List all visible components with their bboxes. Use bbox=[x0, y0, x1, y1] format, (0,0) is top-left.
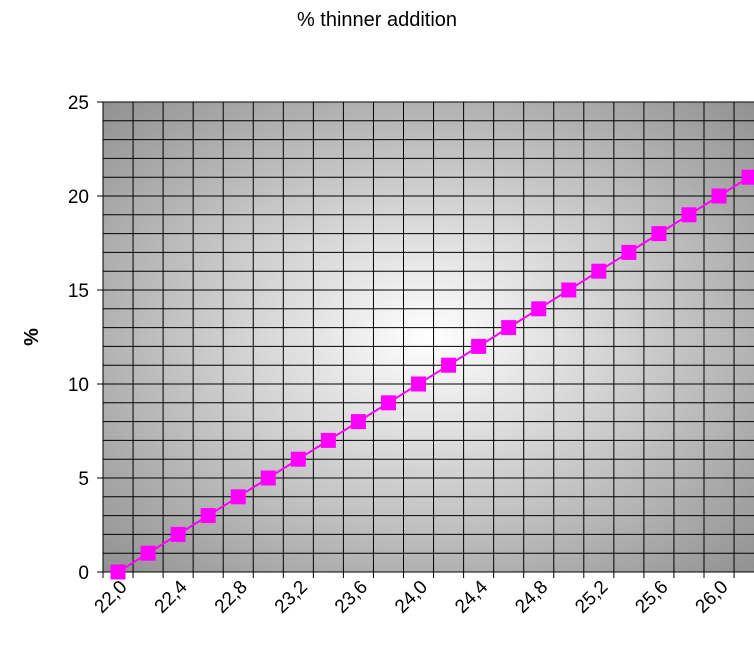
data-point bbox=[170, 526, 186, 542]
axes bbox=[97, 101, 754, 578]
x-tick-label: 25,6 bbox=[631, 577, 672, 618]
x-tick-label: 23,6 bbox=[331, 577, 372, 618]
data-point bbox=[621, 244, 637, 260]
data-point bbox=[350, 414, 366, 430]
x-tick-labels: 22,0 22,4 22,8 23,2 23,6 24,0 24,4 24,8 25,2 25,6… bbox=[91, 576, 733, 617]
x-tick-label: 23,2 bbox=[271, 577, 312, 618]
chart-title: % thinner addition bbox=[297, 9, 457, 31]
data-point bbox=[140, 545, 156, 561]
x-tick-label: 24,4 bbox=[451, 576, 492, 617]
y-tick-label: 25 bbox=[68, 93, 89, 114]
series-markers bbox=[110, 169, 754, 580]
data-point bbox=[531, 301, 547, 317]
x-tick-label: 24,8 bbox=[511, 577, 552, 618]
data-point bbox=[651, 226, 667, 242]
x-tick-label: 22,8 bbox=[211, 577, 252, 618]
data-point bbox=[711, 188, 727, 204]
data-point bbox=[471, 338, 487, 354]
y-tick-label: 10 bbox=[68, 375, 89, 396]
x-tick-label: 22,4 bbox=[151, 576, 192, 617]
data-point bbox=[380, 395, 396, 411]
y-axis-label: % bbox=[21, 328, 43, 346]
x-tick-label: 24,0 bbox=[391, 577, 432, 618]
data-point bbox=[681, 207, 697, 223]
data-point bbox=[561, 282, 577, 298]
data-point bbox=[200, 508, 216, 524]
data-point bbox=[441, 357, 457, 373]
x-tick-label: 25,2 bbox=[571, 577, 612, 618]
plot-area bbox=[103, 102, 754, 572]
x-tick-label: 22,0 bbox=[91, 577, 132, 618]
y-tick-label: 0 bbox=[78, 563, 89, 584]
y-tick-label: 5 bbox=[78, 469, 89, 490]
data-point bbox=[591, 263, 607, 279]
data-point bbox=[320, 432, 336, 448]
series-line bbox=[117, 176, 750, 573]
data-point bbox=[741, 169, 754, 185]
data-point bbox=[230, 489, 246, 505]
data-point bbox=[501, 320, 517, 336]
data-point bbox=[260, 470, 276, 486]
data-point bbox=[110, 564, 126, 580]
data-point bbox=[290, 451, 306, 467]
y-tick-label: 20 bbox=[68, 187, 89, 208]
data-point bbox=[411, 376, 427, 392]
series-polyline bbox=[117, 176, 750, 573]
y-tick-label: 15 bbox=[68, 281, 89, 302]
y-tick-labels: 0 5 10 15 20 25 bbox=[68, 93, 89, 584]
x-tick-label: 26,0 bbox=[692, 577, 733, 618]
grid-lines bbox=[102, 101, 754, 573]
